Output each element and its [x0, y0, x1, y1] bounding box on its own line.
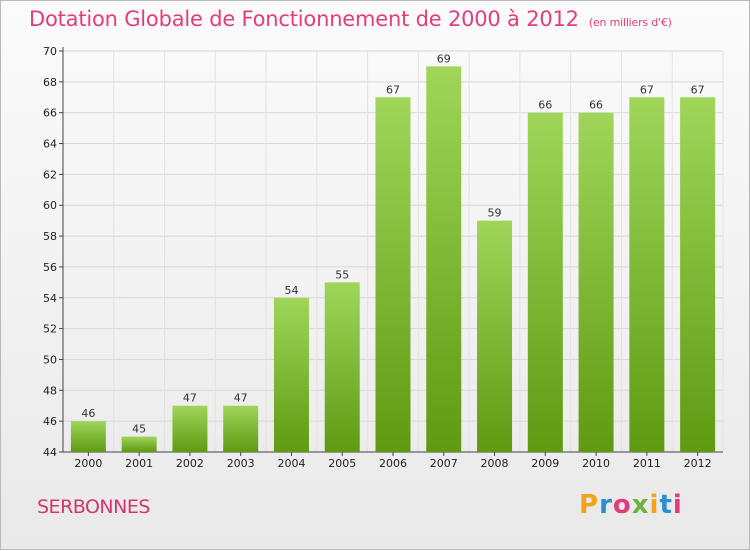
data-label: 54 — [284, 284, 298, 297]
logo-letter: i — [649, 490, 660, 520]
x-tick-label: 2008 — [481, 457, 509, 470]
x-tick-label: 2000 — [74, 457, 102, 470]
y-tick-labels: 44 46 48 50 52 54 56 58 60 62 64 66 68 70 — [43, 45, 57, 459]
bar — [375, 97, 411, 453]
y-tick-label: 68 — [43, 76, 57, 89]
logo-letter: t — [659, 490, 673, 520]
x-tick-label: 2002 — [176, 457, 204, 470]
bar — [477, 220, 513, 452]
bar — [426, 66, 462, 452]
y-tick-label: 44 — [43, 446, 57, 459]
y-tick-label: 52 — [43, 323, 57, 336]
x-tick-label: 2004 — [277, 457, 305, 470]
x-tick-label: 2011 — [633, 457, 661, 470]
y-tick-label: 58 — [43, 230, 57, 243]
y-tick-label: 56 — [43, 261, 57, 274]
bar — [629, 97, 665, 453]
data-label: 46 — [81, 407, 95, 420]
y-tick-label: 60 — [43, 199, 57, 212]
bar — [273, 297, 309, 452]
bar — [70, 421, 106, 452]
bar — [121, 436, 157, 452]
x-tick-labels: 2000 2001 2002 2003 2004 2005 2006 2007 2008 2009… — [74, 457, 711, 470]
bar — [680, 97, 716, 453]
y-tick-label: 46 — [43, 415, 57, 428]
x-tick-label: 2001 — [125, 457, 153, 470]
x-tick-label: 2009 — [531, 457, 559, 470]
chart-title: Dotation Globale de Fonctionnement de 20… — [29, 7, 672, 31]
x-tick-label: 2007 — [430, 457, 458, 470]
logo-letter: r — [599, 490, 613, 520]
chart-subtitle: (en milliers d'€) — [588, 16, 672, 29]
bar — [223, 405, 259, 452]
data-label: 66 — [538, 99, 552, 112]
commune-name: SERBONNES — [37, 496, 150, 518]
logo-letter: x — [631, 490, 650, 520]
x-tick-label: 2012 — [684, 457, 712, 470]
y-tick-label: 62 — [43, 168, 57, 181]
data-label: 67 — [386, 83, 400, 96]
y-tick-label: 50 — [43, 353, 57, 366]
bar — [172, 405, 208, 452]
logo-letter: o — [612, 490, 632, 520]
x-tick-label: 2006 — [379, 457, 407, 470]
bar — [324, 282, 360, 452]
bar — [527, 112, 563, 452]
y-tick-label: 64 — [43, 138, 57, 151]
x-tick-label: 2003 — [227, 457, 255, 470]
bars — [70, 66, 716, 453]
data-label: 45 — [132, 423, 146, 436]
data-labels: 46 45 47 47 54 55 67 69 59 66 66 67 67 — [81, 52, 704, 435]
logo-letter: i — [672, 490, 683, 520]
chart-title-text: Dotation Globale de Fonctionnement de 20… — [29, 7, 579, 31]
data-label: 69 — [437, 52, 451, 65]
data-label: 47 — [234, 392, 248, 405]
logo-letter: P — [579, 490, 600, 520]
data-label: 66 — [589, 99, 603, 112]
data-label: 67 — [640, 83, 654, 96]
y-tick-label: 48 — [43, 384, 57, 397]
bar — [578, 112, 614, 452]
data-label: 55 — [335, 268, 349, 281]
x-tick-label: 2010 — [582, 457, 610, 470]
x-tick-label: 2005 — [328, 457, 356, 470]
data-label: 67 — [691, 83, 705, 96]
data-label: 59 — [488, 207, 502, 220]
y-tick-label: 66 — [43, 107, 57, 120]
data-label: 47 — [183, 392, 197, 405]
y-tick-label: 70 — [43, 45, 57, 58]
proxiti-logo[interactable]: Proxiti — [579, 490, 683, 520]
y-tick-label: 54 — [43, 292, 57, 305]
